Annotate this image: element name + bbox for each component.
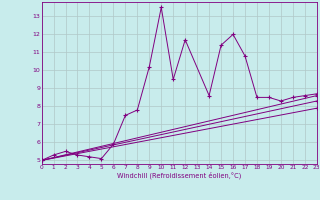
X-axis label: Windchill (Refroidissement éolien,°C): Windchill (Refroidissement éolien,°C) xyxy=(117,172,241,179)
